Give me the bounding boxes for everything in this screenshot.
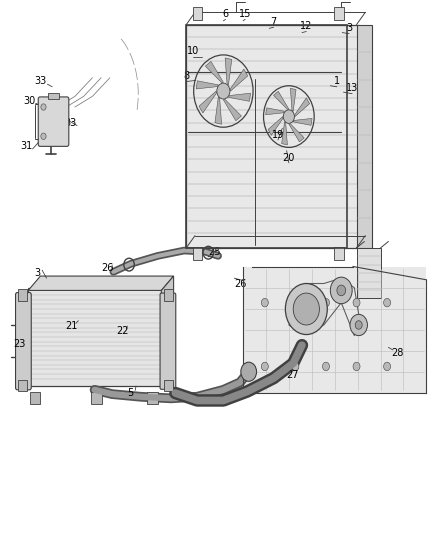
Bar [29,392,40,403]
Bar [163,289,173,301]
Polygon shape [28,276,173,290]
Bar [186,25,359,248]
FancyBboxPatch shape [160,293,176,389]
Circle shape [322,362,329,370]
Circle shape [384,362,391,370]
Text: 33: 33 [35,77,47,86]
Text: 12: 12 [300,21,312,31]
Bar [357,248,381,298]
Text: 31: 31 [20,141,32,151]
Text: 10: 10 [187,46,199,56]
Text: 8: 8 [183,71,189,81]
Circle shape [353,362,360,370]
Circle shape [286,284,327,335]
Circle shape [41,133,46,140]
Circle shape [293,293,319,325]
Text: 3: 3 [35,268,41,278]
Circle shape [292,362,299,370]
Polygon shape [289,124,304,142]
Polygon shape [223,100,241,120]
Bar [193,247,202,260]
Circle shape [355,321,362,329]
Polygon shape [293,118,312,125]
Text: 30: 30 [23,95,35,106]
Text: 22: 22 [116,326,128,336]
Polygon shape [215,97,222,124]
Text: 26: 26 [102,263,114,272]
Bar [193,7,202,20]
Text: 26: 26 [234,279,246,288]
Text: 33: 33 [64,118,77,128]
Bar [18,379,27,391]
Bar [28,288,162,386]
Polygon shape [225,58,232,85]
Bar [148,392,158,403]
FancyBboxPatch shape [38,97,69,147]
Text: 27: 27 [286,370,299,381]
Text: 25: 25 [208,247,221,256]
Text: 15: 15 [239,9,251,19]
Text: 19: 19 [272,130,284,140]
Circle shape [261,362,268,370]
Polygon shape [282,122,287,145]
Polygon shape [273,91,289,109]
Text: 7: 7 [270,17,277,27]
Circle shape [41,104,46,110]
Bar [334,247,344,260]
Bar [163,379,173,391]
Circle shape [337,285,346,296]
Bar [18,289,27,301]
Text: 13: 13 [346,83,358,93]
Circle shape [322,298,329,307]
Text: 28: 28 [391,348,403,358]
Polygon shape [265,108,285,115]
Circle shape [330,277,352,304]
Text: 21: 21 [65,321,78,331]
Polygon shape [196,81,218,89]
Circle shape [384,298,391,307]
Text: 3: 3 [346,23,352,34]
FancyBboxPatch shape [15,293,31,390]
Bar [243,266,426,393]
Bar [48,93,59,99]
Polygon shape [268,117,283,135]
Polygon shape [295,98,310,117]
Polygon shape [230,69,248,91]
Circle shape [292,298,299,307]
Polygon shape [229,93,251,101]
Bar [334,7,344,20]
Polygon shape [161,276,173,387]
Circle shape [261,298,268,307]
Text: 6: 6 [223,9,229,19]
Circle shape [350,314,367,336]
Text: 1: 1 [334,77,340,86]
Text: 20: 20 [283,152,295,163]
Circle shape [241,362,257,381]
Polygon shape [199,91,216,113]
Circle shape [283,110,294,123]
Bar [186,25,347,248]
Circle shape [353,298,360,307]
Text: 5: 5 [128,388,134,398]
Text: 23: 23 [13,338,25,349]
Polygon shape [205,61,223,83]
Polygon shape [290,88,296,111]
Bar [357,25,372,248]
Circle shape [217,83,230,99]
Bar [91,392,102,403]
